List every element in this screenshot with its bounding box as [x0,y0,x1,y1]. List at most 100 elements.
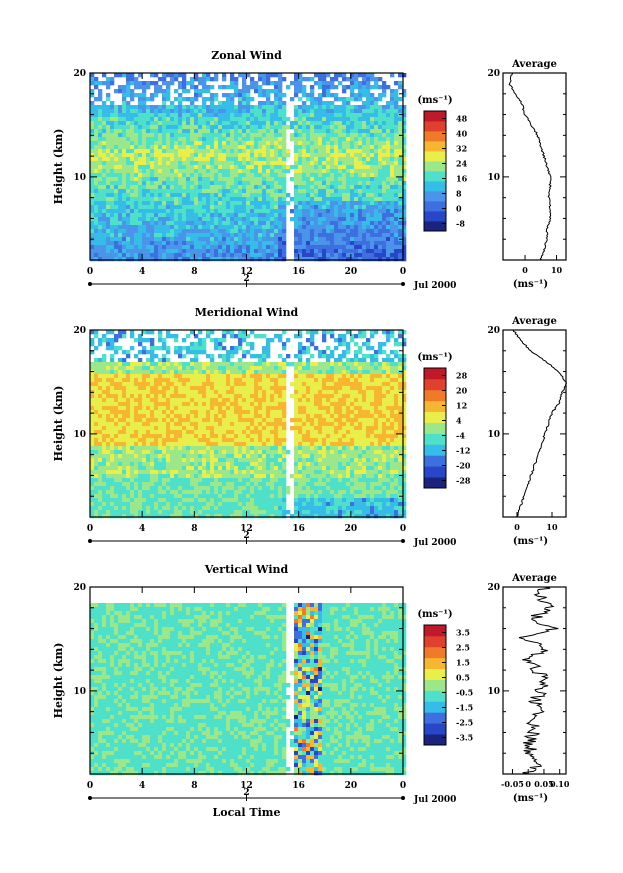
heatmap-cell [146,438,151,443]
heatmap-cell [166,482,171,487]
heatmap-cell [398,105,403,110]
heatmap-cell [330,181,335,186]
heatmap-cell [154,73,159,78]
heatmap-cell [218,121,223,126]
heatmap-cell [146,450,151,455]
heatmap-cell [378,77,383,82]
heatmap-cell [198,225,203,230]
heatmap-cell [130,113,135,118]
heatmap-cell [266,217,271,222]
heatmap-cell [390,105,395,110]
heatmap-cell [202,205,207,210]
heatmap-cell [134,149,139,154]
heatmap-cell [294,205,299,210]
heatmap-cell [154,109,159,114]
heatmap-cell [382,125,387,130]
heatmap-cell [126,217,131,222]
heatmap-cell [190,486,195,491]
heatmap-cell [270,125,275,130]
heatmap-cell [218,193,223,198]
heatmap-cell [198,510,203,515]
heatmap-cell [354,97,359,102]
heatmap-cell [98,81,103,86]
heatmap-cell [150,189,155,194]
heatmap-cell [130,177,135,182]
heatmap-cell [170,221,175,226]
heatmap-cell [102,394,107,399]
heatmap-cell [126,185,131,190]
heatmap-cell [134,233,139,238]
heatmap-cell [150,213,155,218]
heatmap-cell [386,197,391,202]
heatmap-cell [102,446,107,451]
heatmap-cell [186,125,191,130]
heatmap-cell [390,257,395,262]
heatmap-cell [106,494,111,499]
heatmap-cell [150,362,155,367]
heatmap-cell [254,237,259,242]
heatmap-cell [130,346,135,351]
heatmap-cell [174,257,179,262]
heatmap-cell [306,189,311,194]
heatmap-cell [246,225,251,230]
heatmap-cell [166,213,171,218]
heatmap-cell [254,181,259,186]
heatmap-cell [210,442,215,447]
heatmap-cell [134,458,139,463]
heatmap-cell [398,117,403,122]
heatmap-cell [390,185,395,190]
heatmap-cell [178,454,183,459]
heatmap-cell [338,165,343,170]
heatmap-cell [150,105,155,110]
heatmap-cell [222,121,227,126]
heatmap-cell [266,241,271,246]
heatmap-cell [306,197,311,202]
heatmap-cell [90,394,95,399]
heatmap-cell [94,366,99,371]
heatmap-cell [286,165,291,170]
heatmap-cell [370,245,375,250]
heatmap-cell [166,486,171,491]
heatmap-cell [306,249,311,254]
heatmap-cell [206,386,211,391]
heatmap-cell [210,458,215,463]
heatmap-cell [106,197,111,202]
heatmap-cell [186,217,191,222]
heatmap-cell [106,450,111,455]
heatmap-cell [178,422,183,427]
heatmap-cell [166,113,171,118]
heatmap-cell [234,253,239,258]
heatmap-cell [222,217,227,222]
heatmap-cell [170,506,175,511]
heatmap-cell [314,113,319,118]
heatmap-cell [266,177,271,182]
heatmap-cell [126,129,131,134]
heatmap-cell [190,217,195,222]
heatmap-cell [102,386,107,391]
heatmap-cell [394,161,399,166]
heatmap-cell [122,498,127,503]
heatmap-cell [154,257,159,262]
heatmap-cell [398,97,403,102]
heatmap-cell [318,129,323,134]
heatmap-cell [346,237,351,242]
heatmap-cell [278,89,283,94]
heatmap-cell [114,346,119,351]
heatmap-cell [282,141,287,146]
heatmap-cell [270,237,275,242]
heatmap-cell [110,486,115,491]
heatmap-cell [206,217,211,222]
heatmap-cell [222,454,227,459]
heatmap-cell [146,241,151,246]
heatmap-cell [350,193,355,198]
heatmap-cell [230,181,235,186]
heatmap-cell [98,390,103,395]
heatmap-cell [278,73,283,78]
heatmap-cell [222,205,227,210]
heatmap-cell [126,81,131,86]
heatmap-cell [358,105,363,110]
heatmap-cell [174,149,179,154]
heatmap-cell [134,370,139,375]
heatmap-cell [362,133,367,138]
